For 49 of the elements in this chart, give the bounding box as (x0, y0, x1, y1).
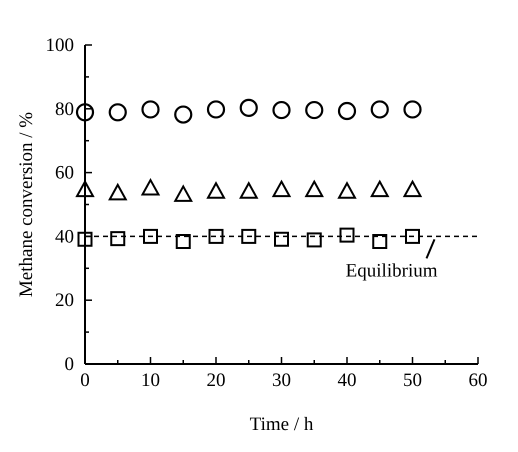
point (338, 102, 356, 120)
point (305, 100, 324, 120)
point (176, 234, 191, 250)
point (370, 100, 389, 119)
point (274, 232, 289, 247)
x-tick-label: 20 (206, 370, 226, 391)
y-axis-title: Methane conversion / % (16, 112, 37, 298)
point (370, 180, 389, 198)
point (208, 228, 224, 244)
point (143, 228, 158, 244)
x-axis-title: Time / h (250, 414, 314, 435)
point (78, 232, 92, 247)
point (272, 100, 291, 120)
point (108, 103, 127, 122)
point (174, 185, 192, 202)
point (108, 184, 127, 200)
point (306, 232, 322, 248)
point (206, 100, 226, 119)
x-tick-label: 30 (272, 370, 291, 391)
x-tick-label: 40 (338, 370, 356, 391)
point (405, 228, 420, 244)
x-tick-label: 50 (403, 370, 422, 391)
point (76, 180, 94, 198)
x-tick-label: 0 (80, 370, 90, 391)
point (372, 234, 388, 250)
point (142, 179, 160, 196)
point (141, 100, 160, 119)
point (174, 105, 192, 124)
point (240, 182, 258, 199)
point (272, 180, 290, 198)
y-tick-label: 0 (64, 354, 74, 375)
point (110, 231, 126, 246)
point (76, 103, 94, 122)
y-tick-label: 60 (55, 162, 74, 184)
point (340, 228, 354, 243)
point (207, 182, 225, 199)
x-tick-label: 60 (468, 370, 488, 391)
point (403, 100, 422, 119)
point (338, 182, 356, 199)
point (404, 180, 422, 198)
point (241, 228, 256, 244)
y-tick-label: 40 (55, 226, 74, 248)
y-tick-label: 20 (55, 290, 74, 312)
y-tick-label: 80 (55, 98, 74, 120)
point (240, 98, 258, 117)
legend-label: Equilibrium (346, 260, 438, 282)
y-tick-label: 100 (46, 35, 74, 56)
point (305, 180, 324, 198)
x-tick-label: 10 (141, 370, 160, 391)
